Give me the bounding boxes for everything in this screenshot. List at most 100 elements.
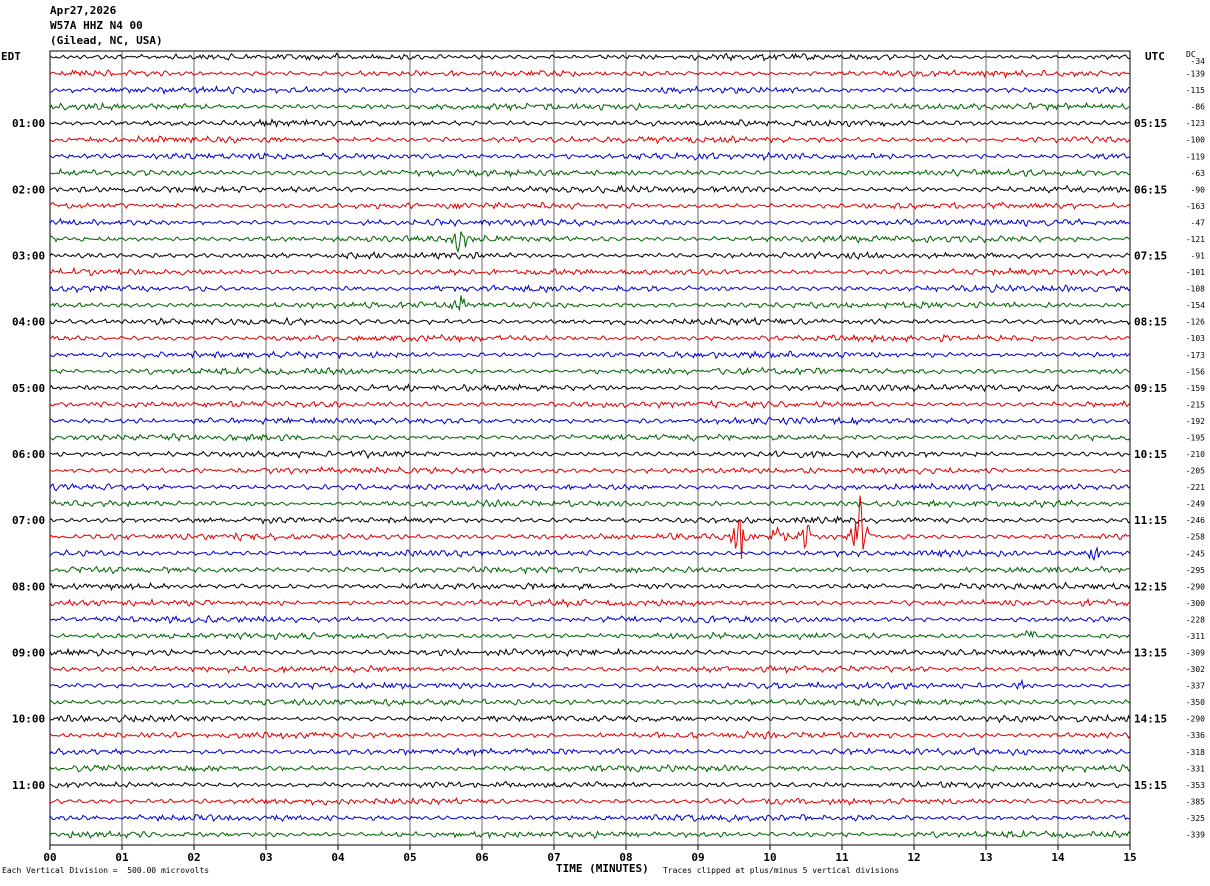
seismic-trace (49, 217, 1131, 228)
header-location: (Gilead, NC, USA) (50, 34, 163, 47)
dc-offset-label: -215 (1186, 400, 1205, 409)
dc-offset-label: -63 (1191, 169, 1206, 178)
seismic-trace (49, 383, 1131, 393)
dc-offset-label: -101 (1186, 268, 1205, 277)
left-hour-label: 06:00 (12, 448, 45, 461)
dc-offset-label: -156 (1186, 367, 1205, 376)
seismic-trace (49, 316, 1131, 327)
x-tick-label: 12 (907, 851, 920, 864)
seismic-trace (49, 201, 1131, 211)
dc-offset-label: -290 (1186, 715, 1205, 724)
left-hour-label: 02:00 (12, 183, 45, 196)
dc-offset-label: -350 (1186, 698, 1205, 707)
seismic-trace (49, 101, 1131, 112)
seismic-trace (49, 713, 1131, 724)
dc-offset-label: -192 (1186, 417, 1205, 426)
dc-offset-label: -336 (1186, 731, 1205, 740)
x-tick-label: 02 (187, 851, 200, 864)
x-tick-label: 08 (619, 851, 632, 864)
left-hour-label: 11:00 (12, 779, 45, 792)
seismic-trace (49, 450, 1131, 460)
x-tick-label: 07 (547, 851, 560, 864)
seismic-trace (49, 629, 1131, 641)
seismic-trace (49, 829, 1131, 840)
dc-offset-label: -139 (1186, 70, 1205, 79)
dc-offset-label: -123 (1186, 119, 1205, 128)
dc-offset-label: -311 (1186, 632, 1205, 641)
dc-offset-label: -100 (1186, 136, 1205, 145)
x-tick-label: 05 (403, 851, 416, 864)
right-hour-label: 15:15 (1134, 779, 1167, 792)
x-tick-label: 14 (1051, 851, 1065, 864)
seismic-trace (49, 366, 1131, 376)
left-timezone-label: EDT (1, 50, 21, 63)
seismic-trace (49, 614, 1131, 624)
seismic-trace (49, 515, 1131, 525)
dc-offset-label: -353 (1186, 781, 1205, 790)
seismic-trace (49, 184, 1131, 194)
x-tick-label: 15 (1123, 851, 1136, 864)
right-hour-label: 08:15 (1134, 316, 1167, 329)
seismic-trace (49, 597, 1131, 608)
dc-offset-label: -385 (1186, 797, 1205, 806)
seismic-trace (49, 231, 1131, 254)
right-hour-label: 11:15 (1134, 514, 1167, 527)
dc-offset-label: -86 (1191, 103, 1206, 112)
left-hour-label: 05:00 (12, 382, 45, 395)
x-tick-label: 03 (259, 851, 272, 864)
seismic-trace (49, 647, 1131, 658)
dc-offset-label: -290 (1186, 582, 1205, 591)
header-station: W57A HHZ N4 00 (50, 19, 143, 32)
seismic-trace (49, 499, 1131, 509)
right-timezone-label: UTC (1145, 50, 1165, 63)
seismic-trace (49, 581, 1131, 592)
dc-offset-label: -300 (1186, 599, 1205, 608)
dc-offset-label: -159 (1186, 384, 1205, 393)
dc-offset-label: -119 (1186, 152, 1205, 161)
seismic-trace (49, 546, 1131, 562)
seismic-trace (49, 780, 1131, 790)
seismic-trace (49, 295, 1131, 312)
dc-offset-label: -108 (1186, 285, 1205, 294)
x-tick-label: 10 (763, 851, 776, 864)
right-hour-label: 14:15 (1134, 713, 1167, 726)
seismic-trace (49, 495, 1131, 559)
seismic-trace (49, 266, 1131, 277)
dc-offset-label: -210 (1186, 450, 1205, 459)
dc-offset-label: -309 (1186, 649, 1205, 658)
seismic-trace (49, 167, 1130, 178)
seismic-trace (49, 747, 1131, 758)
clip-note: Traces clipped at plus/minus 5 vertical … (663, 866, 900, 875)
seismic-trace (49, 85, 1131, 95)
right-hour-label: 13:15 (1134, 647, 1167, 660)
right-hour-label: 09:15 (1134, 382, 1167, 395)
x-tick-label: 01 (115, 851, 129, 864)
dc-label: DC (1186, 50, 1196, 59)
dc-offset-label: -318 (1186, 748, 1205, 757)
dc-offset-label: -205 (1186, 467, 1205, 476)
x-tick-label: 04 (331, 851, 345, 864)
dc-offset-label: -295 (1186, 566, 1205, 575)
dc-offset-label: -249 (1186, 500, 1205, 509)
plot-frame (49, 50, 1131, 846)
seismic-trace (49, 565, 1130, 575)
seismic-trace (49, 68, 1131, 80)
dc-offset-label: -34 (1191, 57, 1206, 66)
x-axis-label: TIME (MINUTES) (556, 862, 649, 875)
seismic-trace (49, 730, 1131, 740)
dc-offset-label: -245 (1186, 549, 1205, 558)
seismic-trace (49, 151, 1131, 162)
left-hour-label: 08:00 (12, 580, 45, 593)
x-tick-label: 06 (475, 851, 489, 864)
seismic-trace (49, 763, 1131, 774)
dc-offset-label: -228 (1186, 615, 1205, 624)
right-hour-label: 05:15 (1134, 117, 1167, 130)
dc-offset-label: -154 (1186, 301, 1205, 310)
dc-offset-label: -246 (1186, 516, 1205, 525)
right-hour-label: 07:15 (1134, 250, 1167, 263)
dc-offset-label: -115 (1186, 86, 1205, 95)
seismic-trace (49, 697, 1131, 707)
dc-offset-label: -258 (1186, 533, 1205, 542)
seismic-trace (49, 350, 1131, 360)
seismic-trace (49, 416, 1131, 426)
